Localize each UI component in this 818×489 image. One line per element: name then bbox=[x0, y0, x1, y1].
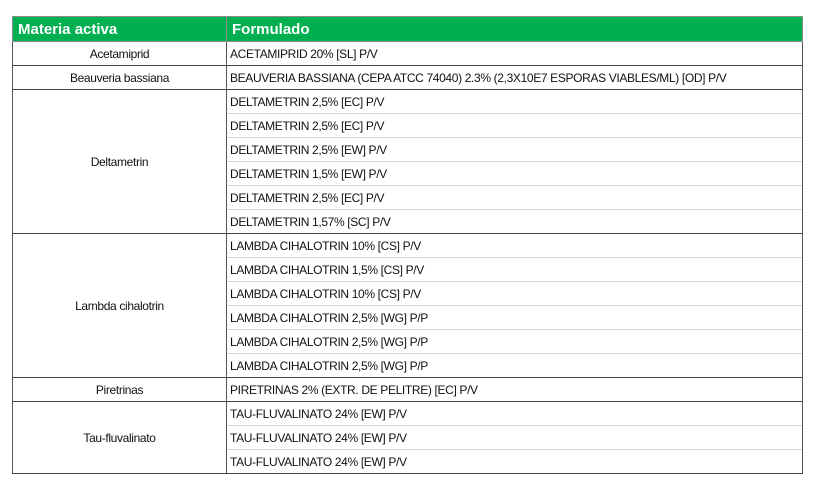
table-row: DELTAMETRIN 2,5% [EC] P/V bbox=[13, 113, 803, 138]
formulado-cell: DELTAMETRIN 1,5% [EW] P/V bbox=[226, 161, 803, 186]
formulado-cell: LAMBDA CIHALOTRIN 10% [CS] P/V bbox=[226, 233, 803, 258]
table-row: Deltametrin DELTAMETRIN 2,5% [EC] P/V bbox=[12, 89, 803, 234]
materia-cell: Acetamiprid bbox=[12, 41, 227, 66]
header-cell: Materia activa bbox=[12, 16, 227, 42]
formulado-cell: TAU-FLUVALINATO 24% [EW] P/V bbox=[226, 449, 803, 474]
table-header: Materia activa Formulado bbox=[12, 16, 803, 42]
formulado-cell: LAMBDA CIHALOTRIN 1,5% [CS] P/V bbox=[226, 257, 803, 282]
materia-cell: Deltametrin bbox=[12, 89, 227, 234]
formulado-cell: LAMBDA CIHALOTRIN 2,5% [WG] P/P bbox=[226, 329, 803, 354]
formulado-cell: LAMBDA CIHALOTRIN 2,5% [WG] P/P bbox=[226, 353, 803, 378]
materia-cell: Tau-fluvalinato bbox=[12, 401, 227, 474]
table-row: DELTAMETRIN 1,5% [EW] P/V bbox=[13, 161, 803, 186]
materia-cell: Piretrinas bbox=[12, 377, 227, 402]
table-row: Piretrinas PIRETRINAS 2% (EXTR. DE PELITR… bbox=[12, 377, 803, 402]
materia-cell: Lambda cihalotrin bbox=[12, 233, 227, 378]
header-row: Materia activa Formulado bbox=[12, 16, 803, 42]
formulado-cell: TAU-FLUVALINATO 24% [EW] P/V bbox=[226, 425, 803, 450]
formulado-cell: DELTAMETRIN 2,5% [EC] P/V bbox=[226, 89, 803, 114]
table-row: LAMBDA CIHALOTRIN 1,5% [CS] P/V bbox=[13, 257, 803, 282]
table-row: DELTAMETRIN 2,5% [EW] P/V bbox=[13, 137, 803, 162]
formulado-cell: LAMBDA CIHALOTRIN 10% [CS] P/V bbox=[226, 281, 803, 306]
formulado-cell: DELTAMETRIN 1,57% [SC] P/V bbox=[226, 209, 803, 234]
header-cell: Formulado bbox=[226, 16, 803, 42]
formulado-cell: DELTAMETRIN 2,5% [EC] P/V bbox=[226, 113, 803, 138]
formulado-cell: DELTAMETRIN 2,5% [EW] P/V bbox=[226, 137, 803, 162]
table-row: LAMBDA CIHALOTRIN 2,5% [WG] P/P bbox=[13, 329, 803, 354]
formulado-cell: LAMBDA CIHALOTRIN 2,5% [WG] P/P bbox=[226, 305, 803, 330]
table-body: Acetamiprid ACETAMIPRID 20% [SL] P/V Beauv… bbox=[12, 41, 803, 474]
table-row: DELTAMETRIN 2,5% [EC] P/V bbox=[13, 185, 803, 210]
table-row: TAU-FLUVALINATO 24% [EW] P/V bbox=[13, 449, 803, 474]
formulado-cell: DELTAMETRIN 2,5% [EC] P/V bbox=[226, 185, 803, 210]
formulado-cell: TAU-FLUVALINATO 24% [EW] P/V bbox=[226, 401, 803, 426]
table-row: TAU-FLUVALINATO 24% [EW] P/V bbox=[13, 425, 803, 450]
materia-cell: Beauveria bassiana bbox=[12, 65, 227, 90]
table-row: Acetamiprid ACETAMIPRID 20% [SL] P/V bbox=[12, 41, 803, 66]
table-row: Lambda cihalotrin LAMBDA CIHALOTRIN 10% [… bbox=[12, 233, 803, 378]
table-row: Beauveria bassiana BEAUVERIA BASSIANA (CE… bbox=[12, 65, 803, 90]
table-row: Tau-fluvalinato TAU-FLUVALINATO 24% [EW] … bbox=[12, 401, 803, 474]
formulado-cell: PIRETRINAS 2% (EXTR. DE PELITRE) [EC] P/… bbox=[226, 377, 803, 402]
table-row: LAMBDA CIHALOTRIN 10% [CS] P/V bbox=[13, 281, 803, 306]
table: Materia activa Formulado Acetamiprid ACET… bbox=[12, 16, 803, 474]
formulado-cell: BEAUVERIA BASSIANA (CEPA ATCC 74040) 2.3… bbox=[226, 65, 803, 90]
table-row: DELTAMETRIN 1,57% [SC] P/V bbox=[13, 209, 803, 234]
formulado-cell: ACETAMIPRID 20% [SL] P/V bbox=[226, 41, 803, 66]
table-row: LAMBDA CIHALOTRIN 2,5% [WG] P/P bbox=[13, 305, 803, 330]
